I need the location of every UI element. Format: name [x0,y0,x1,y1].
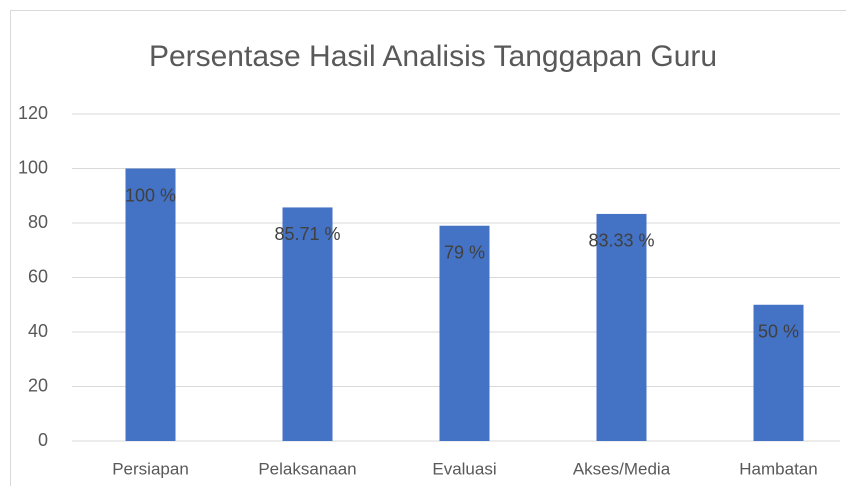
value-label: 83.33 % [588,231,654,251]
x-tick-label: Pelaksanaan [258,459,356,478]
y-tick-label: 40 [28,321,48,341]
value-label: 100 % [125,185,176,205]
bar [439,225,490,441]
bar [282,207,333,441]
y-tick-label: 20 [28,375,48,395]
y-tick-label: 120 [18,103,48,123]
x-tick-label: Persiapan [112,459,189,478]
value-label: 85.71 % [274,224,340,244]
x-tick-label: Evaluasi [432,459,496,478]
y-tick-label: 80 [28,212,48,232]
bar [596,213,647,441]
bar [125,168,176,441]
y-tick-label: 100 [18,157,48,177]
x-tick-label: Hambatan [739,459,817,478]
bar [753,304,804,441]
y-tick-label: 60 [28,266,48,286]
value-label: 79 % [444,242,485,262]
chart-title: Persentase Hasil Analisis Tanggapan Guru [149,40,717,73]
y-tick-label: 0 [38,430,48,450]
x-tick-label: Akses/Media [573,459,671,478]
chart-border [10,10,846,486]
value-label: 50 % [758,322,799,342]
